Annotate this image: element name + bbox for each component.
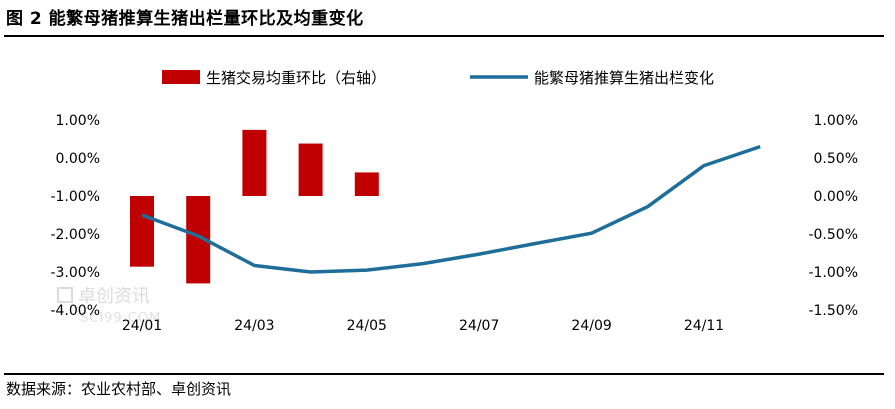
left-axis: 1.00% 0.00% -1.00% -2.00% -3.00% -4.00% [50,113,100,319]
bottom-rule [4,373,884,375]
right-tick-label: -0.50% [808,227,858,243]
source-note: 数据来源：农业农村部、卓创资讯 [6,380,232,398]
x-tick-label: 24/07 [459,318,499,334]
right-tick-label: -1.50% [808,303,858,319]
x-tick-label: 24/01 [122,318,162,334]
x-tick-label: 24/05 [347,318,387,334]
left-tick-label: -2.00% [50,227,100,243]
series-line [141,144,761,274]
left-tick-label: -1.00% [50,189,100,205]
legend-swatch-bar [162,70,200,84]
right-tick-label: 1.00% [814,113,858,129]
legend-label-line: 能繁母猪推算生猪出栏变化 [534,69,714,87]
top-rule [4,35,884,37]
left-tick-label: 0.00% [56,151,100,167]
watermark-cn: 卓创资讯 [78,286,150,307]
bar-series [130,129,379,284]
watermark: 卓创资讯 SCI99.COM [57,286,161,326]
right-tick-label: 0.00% [814,189,858,205]
left-tick-label: -4.00% [50,303,100,319]
right-tick-label: 0.50% [814,151,858,167]
bar [242,129,267,196]
line-series [141,144,761,274]
left-tick-label: 1.00% [56,113,100,129]
right-tick-label: -1.00% [808,265,858,281]
watermark-logo-icon [57,287,73,303]
right-axis: 1.00% 0.50% 0.00% -0.50% -1.00% -1.50% [808,113,858,319]
x-tick-label: 24/03 [234,318,274,334]
bar [298,143,323,196]
legend-label-bar: 生猪交易均重环比（右轴） [206,69,386,87]
bar [130,196,154,267]
x-tick-label: 24/11 [684,318,724,334]
x-tick-label: 24/09 [571,318,611,334]
watermark-en: SCI99.COM [80,311,161,326]
x-axis: 24/01 24/03 24/05 24/07 24/09 24/11 [122,318,724,334]
legend: 生猪交易均重环比（右轴） 能繁母猪推算生猪出栏变化 [162,69,714,87]
figure-title: 图 2 能繁母猪推算生猪出栏量环比及均重变化 [6,9,364,29]
bar [354,172,379,196]
left-tick-label: -3.00% [50,265,100,281]
